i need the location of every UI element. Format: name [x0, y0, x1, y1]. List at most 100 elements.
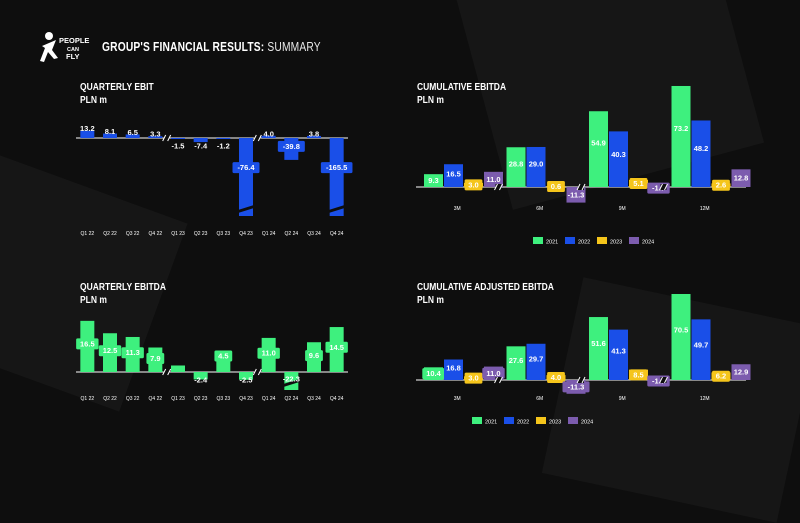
tick-label-9m: 9M [619, 396, 626, 402]
axis-break-line [664, 376, 668, 384]
data-label-q4-23: -76.4 [237, 163, 255, 172]
data-label-12m-2021: 70.5 [674, 326, 689, 335]
chart-title: CUMULATIVE ADJUSTED EBITDA [417, 282, 554, 293]
bar-9m-2022 [609, 131, 628, 187]
axis-break [162, 134, 172, 142]
axis-break [576, 376, 586, 384]
legend-swatch-2023 [597, 237, 607, 244]
tick-label-q4-22: Q4 22 [149, 396, 163, 402]
axis-break-gap [578, 184, 584, 190]
bar-q3-23 [216, 138, 231, 139]
axis-break [252, 134, 262, 142]
tick-label-q4-24: Q4 24 [330, 231, 344, 237]
tick-label-q1-23: Q1 23 [171, 396, 185, 402]
legend-label-2024: 2024 [581, 420, 593, 426]
legend-label-2022: 2022 [578, 240, 590, 246]
logo-line-1: PEOPLE [59, 36, 89, 45]
tick-label-12m: 12M [700, 396, 710, 402]
bar-12m-2021 [671, 293, 691, 380]
tick-label-q3-24: Q3 24 [307, 396, 321, 402]
bar-q4-23 [239, 372, 253, 380]
legend-label-2024: 2024 [642, 240, 654, 246]
legend-label-2023: 2023 [610, 240, 622, 246]
data-label-q3-24-bg [305, 350, 323, 362]
axis-break-line [576, 183, 581, 191]
tick-label-q2-24: Q2 24 [285, 231, 299, 237]
axis-break-gap [163, 369, 170, 375]
axis-break-line [576, 376, 581, 384]
bar-q2-23 [193, 372, 208, 380]
data-label-12m-2022: 49.7 [694, 340, 709, 349]
data-label-q1-23: -1.5 [172, 142, 185, 151]
data-label-q4-22-bg [146, 353, 165, 365]
axis-break-gap [254, 369, 261, 375]
charts-canvas: 13.2 Q1 22 8.1 Q2 22 6.5 Q3 22 3.3 Q4 22 -1.5 Q1 … [76, 85, 751, 426]
axis-break-line [581, 376, 586, 384]
axis-break-line [167, 368, 172, 376]
tick-label-q2-24: Q2 24 [285, 396, 299, 402]
bar-6m-2021 [506, 147, 526, 187]
bar-12m-2022 [691, 120, 711, 187]
data-label-6m-2024: -11.3 [568, 382, 585, 391]
tick-label-q2-22: Q2 22 [103, 396, 117, 402]
chart-title: CUMULATIVE EBITDA [417, 82, 507, 93]
data-label-q2-24: -39.8 [283, 142, 300, 151]
data-label-q4-22: 7.9 [150, 354, 160, 363]
data-label-12m-2023-bg [712, 179, 730, 191]
bar-12m-2021 [671, 85, 691, 187]
data-label-9m-2021: 54.9 [591, 139, 606, 148]
tick-label-3m: 3M [454, 206, 461, 212]
axis-break-line [659, 183, 663, 191]
tick-label-q3-24: Q3 24 [307, 231, 321, 237]
data-label-q2-24-bg [277, 140, 305, 152]
bar-12m-2024 [731, 169, 751, 187]
tick-label-q2-23: Q2 23 [194, 231, 208, 237]
bar-12m-2022 [691, 319, 711, 380]
axis-break-gap [660, 377, 667, 383]
data-label-q2-23: -2.4 [194, 376, 208, 385]
data-label-q4-24-bg [320, 162, 353, 174]
data-label-q4-23: -2.5 [240, 376, 253, 385]
bar-q1-23 [171, 138, 185, 139]
tick-label-q3-23: Q3 23 [217, 396, 231, 402]
logo-line-2: CAN [67, 47, 79, 53]
axis-break [252, 368, 262, 376]
bar-9m-2021 [589, 317, 608, 380]
data-label-9m-2024: -1.7 [652, 377, 665, 386]
data-label-q3-24: 9.6 [309, 351, 319, 360]
legend-swatch-2022 [565, 237, 575, 244]
data-label-3m-2023: 3.0 [468, 374, 478, 383]
tick-label-q2-23: Q2 23 [194, 396, 208, 402]
tick-label-q4-24: Q4 24 [330, 396, 344, 402]
axis-break-gap [495, 377, 502, 383]
axis-break-line [162, 134, 167, 142]
axis-break-line [499, 376, 503, 384]
data-label-3m-2024: 11.0 [486, 175, 500, 184]
bar-q2-23 [193, 138, 208, 143]
data-label-3m-2021: 10.4 [426, 369, 441, 378]
tick-label-6m: 6M [536, 206, 543, 212]
data-label-q4-24: 14.5 [329, 343, 344, 352]
axis-break-line [252, 134, 257, 142]
data-label-9m-2023: 8.5 [633, 370, 643, 379]
title-cumulative-ebitda: CUMULATIVE EBITDA PLN m [417, 81, 506, 107]
bar-3m-2024 [484, 171, 503, 187]
tick-label-q4-23: Q4 23 [239, 231, 253, 237]
data-label-q4-24-bg [325, 341, 348, 353]
axis-break [162, 368, 172, 376]
data-label-q3-24: 3.8 [309, 129, 319, 138]
bar-q4-24 [329, 138, 344, 216]
legend-swatch-2022 [504, 417, 514, 424]
data-label-q2-22: 8.1 [105, 127, 115, 136]
bar-3m-2022 [444, 359, 463, 380]
bar-q1-23 [171, 365, 185, 372]
axis-break-gap [163, 135, 170, 141]
chart-unit: PLN m [417, 295, 444, 306]
tick-label-q1-22: Q1 22 [81, 396, 95, 402]
bar-break-mark [328, 205, 345, 213]
axis-break-line [257, 134, 262, 142]
page-title: GROUP'S FINANCIAL RESULTS: SUMMARY [102, 40, 321, 54]
data-label-9m-2023: 5.1 [633, 179, 643, 188]
axis-break-line [659, 376, 663, 384]
chart-unit: PLN m [417, 95, 444, 106]
